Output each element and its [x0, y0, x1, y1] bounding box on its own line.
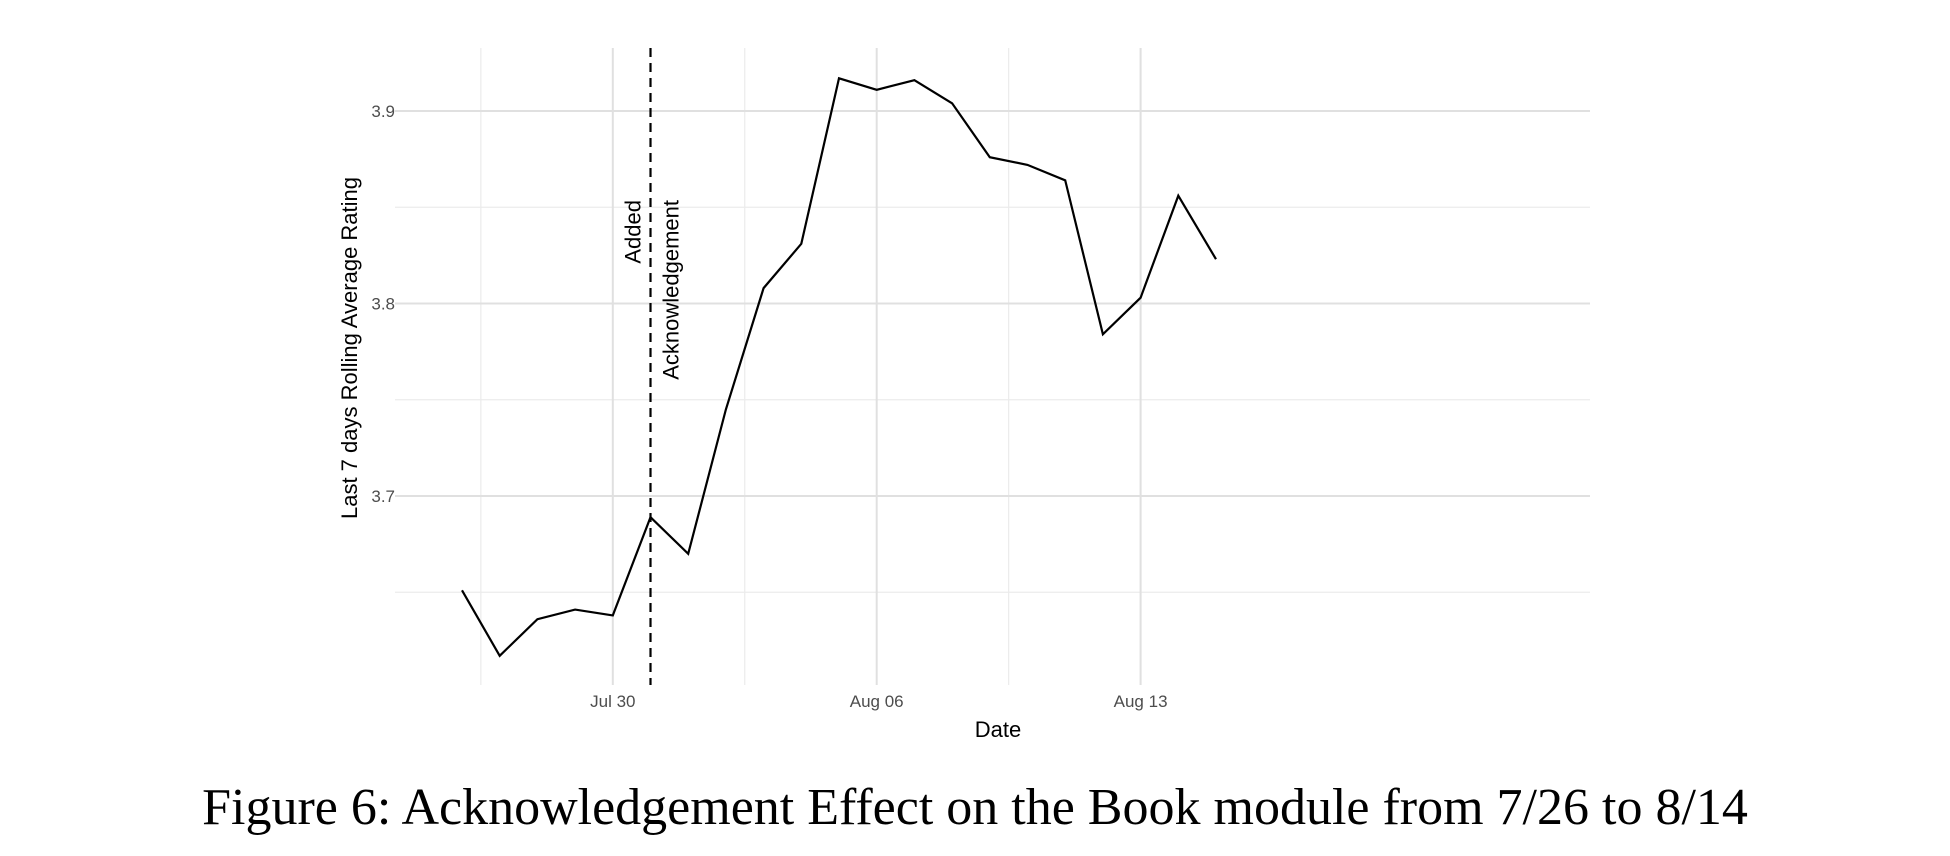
x-tick-label: Aug 13 — [1114, 692, 1168, 711]
annotation-label: Acknowledgement — [659, 200, 684, 380]
x-tick-label: Aug 06 — [850, 692, 904, 711]
minor-gridlines — [395, 48, 1590, 685]
figure-caption: Figure 6: Acknowledgement Effect on the … — [202, 779, 1748, 836]
y-tick-label: 3.9 — [371, 102, 395, 121]
series-line — [461, 76, 1217, 658]
annotation-label: Added — [621, 200, 646, 264]
y-tick-label: 3.8 — [371, 295, 395, 314]
tick-labels: 3.7 3.8 3.9 Jul 30 Aug 06 Aug 13 — [371, 102, 1167, 711]
major-gridlines — [395, 48, 1590, 685]
y-axis-title: Last 7 days Rolling Average Rating — [337, 177, 362, 519]
y-tick-label: 3.7 — [371, 487, 395, 506]
x-tick-label: Jul 30 — [590, 692, 635, 711]
chart-marks: Added Acknowledgement — [461, 48, 1217, 685]
x-axis-title: Date — [975, 717, 1021, 742]
